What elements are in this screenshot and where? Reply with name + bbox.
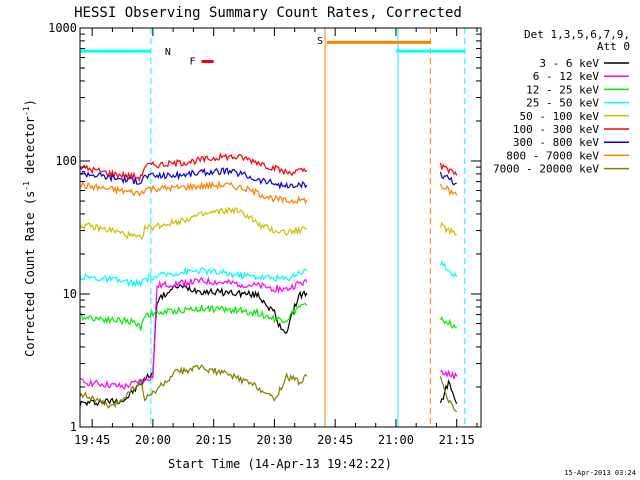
series-line-4-segment-1 — [79, 266, 308, 288]
flag-label-s: S — [317, 36, 323, 47]
y-label-sup1: -1 — [22, 181, 31, 191]
legend-label-9: 7000 - 20000 keV — [493, 163, 599, 176]
legend-header-attenuator: Att 0 — [597, 40, 630, 53]
series-line-7-segment-1 — [79, 167, 308, 190]
series-line-3-segment-1 — [79, 302, 308, 331]
y-tick-label-2: 10 — [63, 287, 77, 301]
x-tick-label-2: 20:00 — [135, 433, 171, 447]
chart-title: HESSI Observing Summary Count Rates, Cor… — [74, 5, 462, 21]
series-lines — [79, 151, 458, 413]
legend-header-detectors: Det 1,3,5,6,7,9, — [524, 28, 630, 41]
axis-ticks: 19:45 20:00 20:15 20:30 20:45 21:00 21:15 1 10 10… — [48, 21, 481, 447]
flag-label-f: F — [189, 56, 195, 67]
legend-label-7: 300 - 800 keV — [513, 136, 599, 149]
x-tick-label-1: 19:45 — [74, 433, 110, 447]
x-tick-label-4: 20:30 — [256, 433, 292, 447]
flag-label-n: N — [165, 47, 171, 58]
y-axis-label: Corrected Count Rate (s-1 detector-1) — [22, 99, 37, 357]
legend-label-2: 6 - 12 keV — [533, 70, 600, 83]
series-line-9-segment-2 — [439, 376, 458, 413]
series-line-5-segment-1 — [79, 206, 307, 240]
series-line-2-segment-1 — [79, 276, 308, 390]
legend-label-6: 100 - 300 keV — [513, 123, 599, 136]
plot-area — [79, 28, 466, 427]
legend-label-1: 3 - 6 keV — [539, 57, 599, 70]
plot-frame — [79, 27, 482, 428]
y-label-sup2: -1 — [22, 106, 31, 116]
series-line-9-segment-1 — [79, 363, 308, 409]
series-line-6-segment-1 — [79, 151, 308, 183]
y-tick-label-1: 1 — [70, 420, 77, 434]
series-line-1-segment-2 — [439, 379, 458, 404]
series-line-6-segment-2 — [439, 162, 458, 176]
y-tick-label-4: 1000 — [48, 21, 77, 35]
flag-bars: N S F — [80, 36, 465, 67]
x-tick-label-3: 20:15 — [196, 433, 232, 447]
x-tick-label-7: 21:15 — [439, 433, 475, 447]
y-label-mid: detector — [23, 116, 37, 181]
legend-label-3: 12 - 25 keV — [526, 83, 599, 96]
legend-label-4: 25 - 50 keV — [526, 97, 599, 110]
legend-label-5: 50 - 100 keV — [520, 110, 600, 123]
series-line-5-segment-2 — [439, 221, 457, 236]
footer-timestamp: 15-Apr-2013 03:24 — [564, 469, 636, 477]
y-tick-label-3: 100 — [55, 154, 77, 168]
series-line-1-segment-1 — [79, 283, 308, 407]
y-label-main: Corrected Count Rate (s — [23, 191, 37, 357]
x-tick-label-6: 21:00 — [378, 433, 414, 447]
x-axis-label: Start Time (14-Apr-13 19:42:22) — [168, 457, 392, 471]
series-line-8-segment-2 — [439, 183, 458, 197]
legend-label-8: 800 - 7000 keV — [506, 149, 599, 162]
y-label-end: ) — [23, 99, 37, 106]
series-line-2-segment-2 — [440, 369, 458, 380]
series-line-3-segment-2 — [439, 315, 457, 329]
series-line-8-segment-1 — [79, 180, 308, 205]
series-line-7-segment-2 — [439, 171, 457, 186]
series-line-4-segment-2 — [439, 260, 458, 278]
x-tick-label-5: 20:45 — [317, 433, 353, 447]
